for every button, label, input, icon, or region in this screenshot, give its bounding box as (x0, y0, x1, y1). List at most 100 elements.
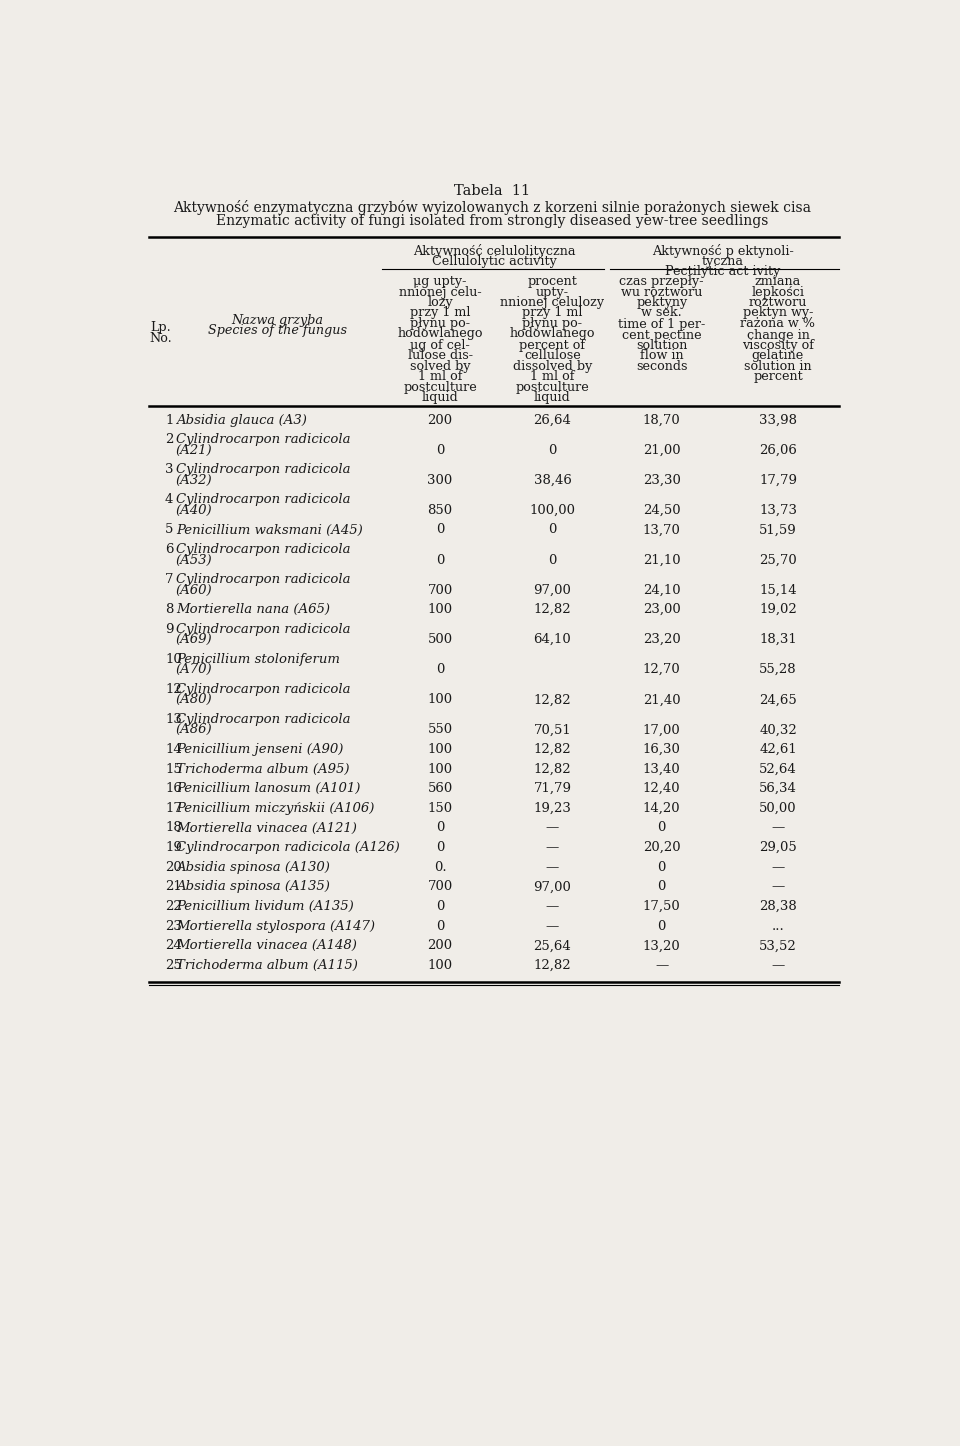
Text: wu roztworu: wu roztworu (621, 285, 703, 298)
Text: 0: 0 (658, 860, 666, 873)
Text: 23: 23 (165, 920, 181, 933)
Text: 850: 850 (427, 503, 452, 516)
Text: 0: 0 (548, 444, 557, 457)
Text: 1: 1 (165, 414, 174, 427)
Text: 97,00: 97,00 (534, 584, 571, 597)
Text: przy 1 ml: przy 1 ml (522, 307, 583, 320)
Text: Tabela  11: Tabela 11 (454, 184, 530, 198)
Text: 19,23: 19,23 (534, 803, 571, 816)
Text: 20: 20 (165, 860, 181, 873)
Text: 100: 100 (427, 743, 452, 756)
Text: 24: 24 (165, 940, 181, 953)
Text: 12,82: 12,82 (534, 743, 571, 756)
Text: zmiana: zmiana (755, 275, 801, 288)
Text: 29,05: 29,05 (759, 842, 797, 855)
Text: 21,40: 21,40 (643, 693, 681, 706)
Text: postculture: postculture (516, 380, 589, 393)
Text: upty-: upty- (536, 285, 569, 298)
Text: 24,65: 24,65 (759, 693, 797, 706)
Text: Pectilytic act ivity: Pectilytic act ivity (665, 265, 780, 278)
Text: 26,64: 26,64 (534, 414, 571, 427)
Text: 70,51: 70,51 (534, 723, 571, 736)
Text: liquid: liquid (534, 390, 571, 403)
Text: seconds: seconds (636, 360, 687, 373)
Text: Aktywność p ektynoli-: Aktywność p ektynoli- (652, 244, 794, 259)
Text: Penicillium lanosum (A101): Penicillium lanosum (A101) (176, 782, 360, 795)
Text: Cylindrocarpon radicicola: Cylindrocarpon radicicola (176, 713, 350, 726)
Text: pektyny: pektyny (636, 296, 687, 309)
Text: 38,46: 38,46 (534, 474, 571, 487)
Text: 51,59: 51,59 (759, 523, 797, 536)
Text: 12,82: 12,82 (534, 762, 571, 775)
Text: lepkości: lepkości (752, 285, 804, 298)
Text: cent pectine: cent pectine (622, 328, 702, 341)
Text: (A53): (A53) (176, 554, 212, 567)
Text: nnionej celulozy: nnionej celulozy (500, 296, 605, 309)
Text: 0.: 0. (434, 860, 446, 873)
Text: Trichoderma album (A115): Trichoderma album (A115) (176, 959, 358, 972)
Text: 0: 0 (658, 881, 666, 894)
Text: 16,30: 16,30 (643, 743, 681, 756)
Text: percent of: percent of (519, 338, 586, 351)
Text: Penicillium miczyńskii (A106): Penicillium miczyńskii (A106) (176, 803, 374, 816)
Text: 13,40: 13,40 (643, 762, 681, 775)
Text: 10: 10 (165, 652, 181, 665)
Text: lulose dis-: lulose dis- (408, 350, 472, 363)
Text: 20,20: 20,20 (643, 842, 681, 855)
Text: procent: procent (527, 275, 577, 288)
Text: 25,70: 25,70 (759, 554, 797, 567)
Text: 13,70: 13,70 (643, 523, 681, 536)
Text: 24,10: 24,10 (643, 584, 681, 597)
Text: 55,28: 55,28 (759, 664, 797, 677)
Text: 50,00: 50,00 (759, 803, 797, 816)
Text: płynu po-: płynu po- (522, 317, 583, 330)
Text: 0: 0 (658, 920, 666, 933)
Text: time of 1 per-: time of 1 per- (618, 318, 706, 331)
Text: Cylindrocarpon radicicola: Cylindrocarpon radicicola (176, 573, 350, 586)
Text: 13: 13 (165, 713, 181, 726)
Text: Cylindrocarpon radicicola: Cylindrocarpon radicicola (176, 623, 350, 636)
Text: 9: 9 (165, 623, 174, 636)
Text: 560: 560 (427, 782, 453, 795)
Text: 100: 100 (427, 603, 452, 616)
Text: Cylindrocarpon radicicola (A126): Cylindrocarpon radicicola (A126) (176, 842, 399, 855)
Text: 52,64: 52,64 (759, 762, 797, 775)
Text: 12: 12 (165, 683, 181, 696)
Text: —: — (546, 899, 559, 912)
Text: 17,79: 17,79 (759, 474, 797, 487)
Text: (A69): (A69) (176, 633, 212, 646)
Text: No.: No. (150, 331, 173, 344)
Text: tyczna: tyczna (702, 254, 744, 268)
Text: (A70): (A70) (176, 664, 212, 677)
Text: 17: 17 (165, 803, 181, 816)
Text: —: — (655, 959, 668, 972)
Text: (A21): (A21) (176, 444, 212, 457)
Text: 21,00: 21,00 (643, 444, 681, 457)
Text: Penicillium jenseni (A90): Penicillium jenseni (A90) (176, 743, 343, 756)
Text: —: — (546, 821, 559, 834)
Text: Mortierella stylospora (A147): Mortierella stylospora (A147) (176, 920, 374, 933)
Text: change in: change in (747, 328, 809, 341)
Text: Mortierella vinacea (A121): Mortierella vinacea (A121) (176, 821, 357, 834)
Text: Absidia glauca (A3): Absidia glauca (A3) (176, 414, 306, 427)
Text: 500: 500 (427, 633, 452, 646)
Text: 64,10: 64,10 (534, 633, 571, 646)
Text: 0: 0 (436, 523, 444, 536)
Text: Cylindrocarpon radicicola: Cylindrocarpon radicicola (176, 544, 350, 557)
Text: postculture: postculture (403, 380, 477, 393)
Text: viscosity of: viscosity of (742, 338, 814, 351)
Text: —: — (546, 842, 559, 855)
Text: 42,61: 42,61 (759, 743, 797, 756)
Text: rażona w %: rażona w % (740, 317, 815, 330)
Text: Cylindrocarpon radicicola: Cylindrocarpon radicicola (176, 683, 350, 696)
Text: solved by: solved by (410, 360, 470, 373)
Text: Mortierella nana (A65): Mortierella nana (A65) (176, 603, 330, 616)
Text: lozy: lozy (427, 296, 453, 309)
Text: Nazwa grzyba: Nazwa grzyba (231, 314, 324, 327)
Text: Absidia spinosa (A130): Absidia spinosa (A130) (176, 860, 329, 873)
Text: (A40): (A40) (176, 503, 212, 516)
Text: Absidia spinosa (A135): Absidia spinosa (A135) (176, 881, 329, 894)
Text: 19,02: 19,02 (759, 603, 797, 616)
Text: 18,31: 18,31 (759, 633, 797, 646)
Text: 150: 150 (427, 803, 452, 816)
